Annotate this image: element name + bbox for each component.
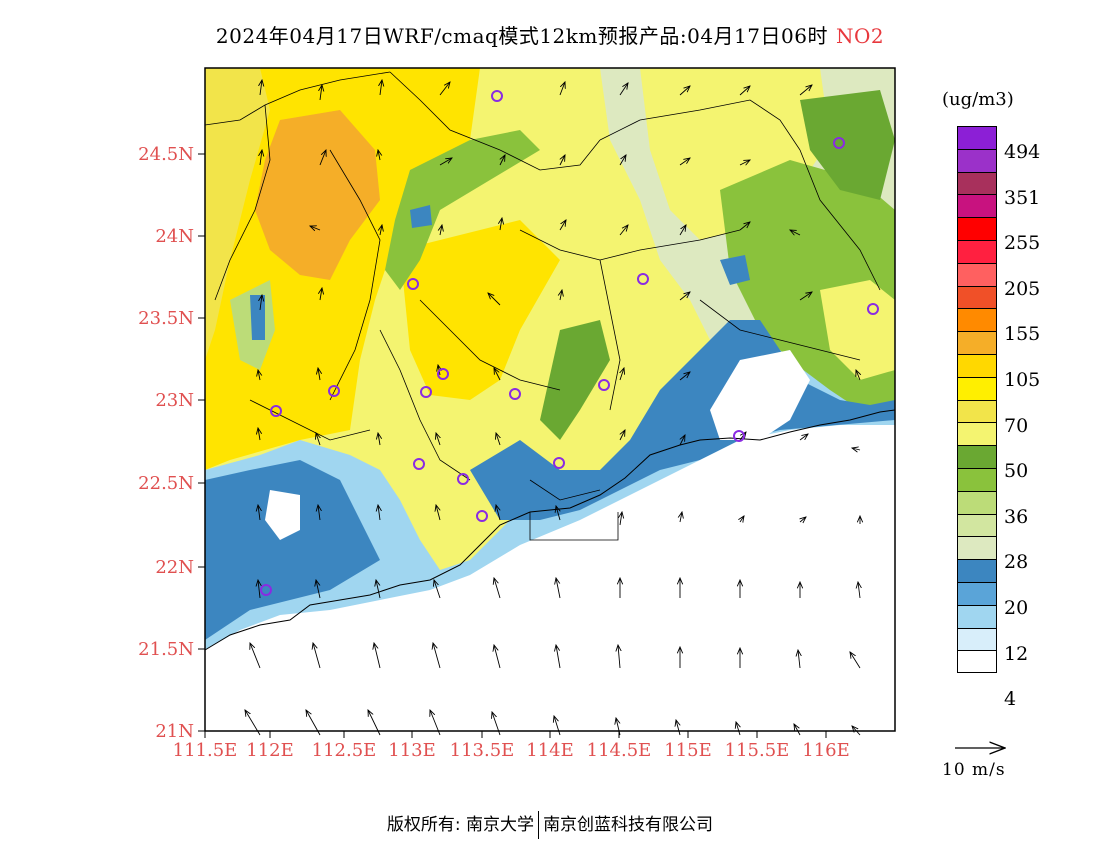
- colorbar-swatch: [957, 536, 997, 560]
- colorbar-swatch: [957, 331, 997, 354]
- wind-vectors: [245, 80, 860, 736]
- chart-title: 2024年04月17日WRF/cmaq模式12km预报产品:04月17日06时 N…: [0, 20, 1100, 49]
- colorbar-label: 12: [1004, 642, 1029, 665]
- lon-tick-label: 111.5E: [173, 740, 238, 761]
- colorbar-label: 20: [1004, 597, 1029, 619]
- pollutant-label: NO2: [835, 24, 885, 48]
- colorbar-swatch: [957, 194, 997, 218]
- lon-tick-label: 113.5E: [450, 740, 515, 761]
- footer-left: 版权所有: 南京大学: [386, 815, 535, 835]
- colorbar-label: 155: [1004, 323, 1041, 346]
- longitude-axis: 111.5E 112E 112.5E 113E 113.5E 114E 114.5E 115E…: [173, 731, 850, 761]
- colorbar-swatch: [957, 126, 997, 149]
- colorbar-swatch: [957, 353, 997, 377]
- colorbar-swatch: [957, 650, 997, 674]
- colorbar-swatch: [957, 308, 997, 332]
- station-markers: [260, 90, 879, 596]
- lat-tick-label: 24N: [155, 226, 194, 247]
- colorbar-label: 494: [1004, 141, 1041, 163]
- colorbar-label: 351: [1004, 186, 1041, 209]
- lat-tick-label: 24.5N: [138, 144, 194, 165]
- colorbar-swatch: [957, 376, 997, 400]
- colorbar-swatch: [957, 285, 997, 309]
- latitude-axis: 24.5N 24N 23.5N 23N 22.5N 22N 21.5N 21N: [138, 144, 205, 742]
- lat-tick-label: 23N: [155, 390, 194, 411]
- colorbar-swatch: [957, 422, 997, 446]
- lat-tick-label: 22.5N: [138, 473, 194, 494]
- colorbar-swatch: [957, 627, 997, 651]
- lon-tick-label: 112.5E: [312, 740, 377, 761]
- colorbar-swatch: [957, 171, 997, 195]
- colorbar-unit: (ug/m3): [942, 89, 1014, 110]
- lon-tick-label: 116E: [802, 740, 850, 761]
- concentration-field: [205, 68, 895, 731]
- lat-tick-label: 21.5N: [138, 639, 194, 660]
- lon-tick-label: 113E: [388, 740, 436, 761]
- lat-tick-label: 23.5N: [138, 308, 194, 329]
- copyright-footer: 版权所有: 南京大学 南京创蓝科技有限公司: [0, 810, 1100, 839]
- lon-tick-label: 115.5E: [725, 740, 790, 761]
- lon-tick-label: 112E: [246, 740, 294, 761]
- lat-tick-label: 22N: [155, 557, 194, 578]
- colorbar-swatch: [957, 262, 997, 286]
- colorbar-label: 205: [1004, 277, 1041, 300]
- colorbar-label: 36: [1004, 505, 1029, 528]
- colorbar-label: 28: [1004, 551, 1029, 574]
- colorbar-swatch: [957, 513, 997, 537]
- colorbar-label: 105: [1004, 369, 1041, 391]
- colorbar-swatch: [957, 217, 997, 240]
- vector-legend-label: 10 m/s: [942, 760, 1006, 780]
- colorbar: [957, 126, 997, 674]
- colorbar-swatch: [957, 445, 997, 468]
- admin-borders: [204, 71, 881, 541]
- lon-tick-label: 115E: [664, 740, 712, 761]
- lon-tick-label: 114E: [526, 740, 574, 761]
- lon-tick-label: 114.5E: [587, 740, 652, 761]
- title-text: 2024年04月17日WRF/cmaq模式12km预报产品:04月17日06时: [215, 24, 828, 48]
- colorbar-swatch: [957, 604, 997, 628]
- colorbar-swatch: [957, 559, 997, 582]
- colorbar-swatch: [957, 581, 997, 605]
- colorbar-swatch: [957, 148, 997, 172]
- colorbar-swatch: [957, 239, 997, 263]
- colorbar-swatch: [957, 399, 997, 423]
- colorbar-swatch: [957, 490, 997, 514]
- lat-tick-label: 21N: [155, 721, 194, 742]
- footer-right: 南京创蓝科技有限公司: [543, 815, 714, 835]
- colorbar-swatch: [957, 467, 997, 491]
- colorbar-label: 70: [1004, 414, 1029, 437]
- colorbar-label: 50: [1004, 460, 1029, 483]
- colorbar-label: 255: [1004, 232, 1041, 255]
- colorbar-label: 4: [1004, 688, 1017, 711]
- footer-separator: [538, 811, 540, 839]
